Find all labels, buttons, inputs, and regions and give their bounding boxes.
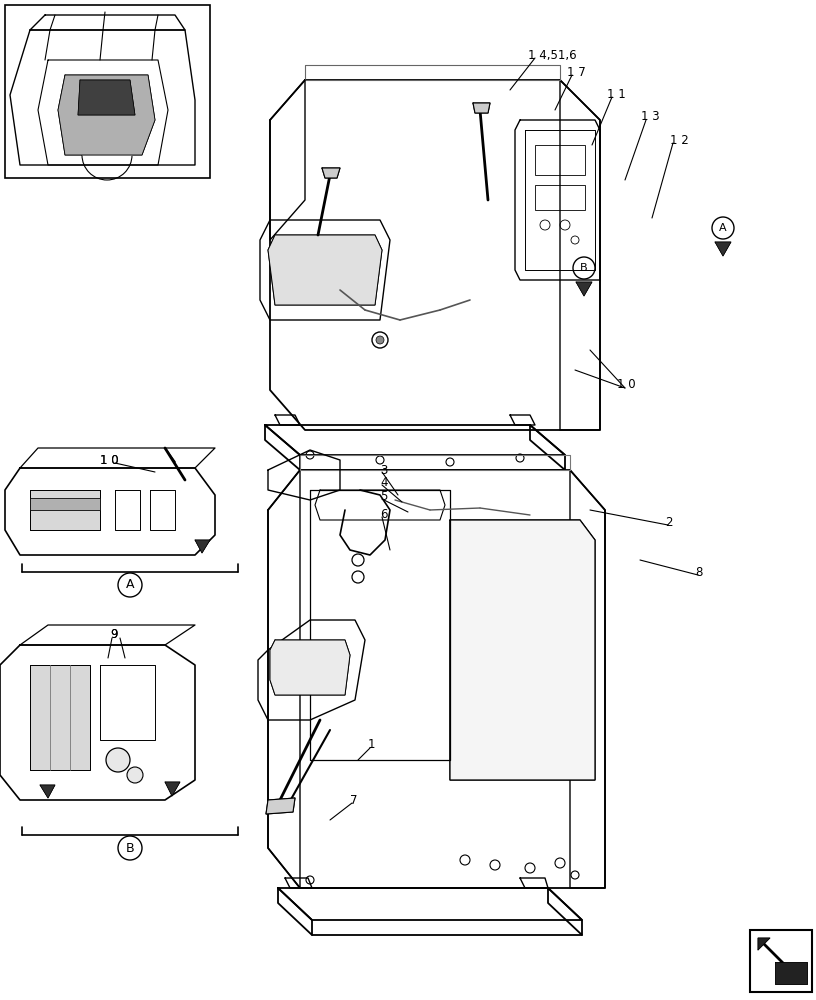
Text: B: B: [126, 842, 135, 854]
Polygon shape: [58, 75, 155, 155]
Polygon shape: [30, 490, 100, 530]
Text: 1 7: 1 7: [567, 66, 586, 79]
Polygon shape: [715, 242, 731, 256]
Bar: [535, 185, 585, 210]
Text: 9: 9: [110, 629, 118, 642]
Text: 6: 6: [380, 508, 388, 522]
Polygon shape: [30, 498, 100, 510]
Bar: [535, 145, 585, 175]
Text: 1: 1: [368, 738, 375, 752]
Circle shape: [712, 217, 734, 239]
Polygon shape: [165, 782, 180, 796]
Polygon shape: [450, 520, 595, 780]
Polygon shape: [473, 103, 490, 113]
Bar: [750, 930, 812, 992]
Text: 1 0: 1 0: [100, 454, 118, 466]
Text: 9: 9: [110, 629, 118, 642]
Text: B: B: [580, 263, 588, 273]
Polygon shape: [758, 938, 770, 950]
Polygon shape: [40, 785, 55, 798]
Polygon shape: [30, 665, 90, 770]
Bar: [5, 5, 210, 178]
Text: 5: 5: [380, 490, 388, 504]
Polygon shape: [322, 168, 340, 178]
Circle shape: [118, 836, 142, 860]
Circle shape: [573, 257, 595, 279]
Text: 8: 8: [695, 566, 703, 578]
Text: 1 0: 1 0: [100, 454, 118, 466]
Polygon shape: [78, 80, 135, 115]
Polygon shape: [270, 640, 350, 695]
Text: 1 2: 1 2: [670, 133, 689, 146]
Polygon shape: [268, 235, 382, 305]
Circle shape: [127, 767, 143, 783]
Circle shape: [106, 748, 130, 772]
Polygon shape: [576, 282, 592, 296]
Text: 2: 2: [665, 516, 672, 528]
Polygon shape: [195, 540, 210, 553]
Text: A: A: [126, 578, 135, 591]
Circle shape: [118, 573, 142, 597]
Text: 1 4,51,6: 1 4,51,6: [528, 48, 577, 62]
Text: A: A: [719, 223, 727, 233]
Text: 1 3: 1 3: [641, 110, 659, 123]
Circle shape: [376, 336, 384, 344]
Text: 7: 7: [350, 794, 357, 806]
Text: 4: 4: [380, 477, 388, 489]
Text: 3: 3: [380, 464, 388, 477]
Text: 1 0: 1 0: [617, 378, 636, 391]
Polygon shape: [266, 798, 295, 814]
Polygon shape: [775, 962, 807, 984]
Text: 1 1: 1 1: [607, 88, 626, 101]
